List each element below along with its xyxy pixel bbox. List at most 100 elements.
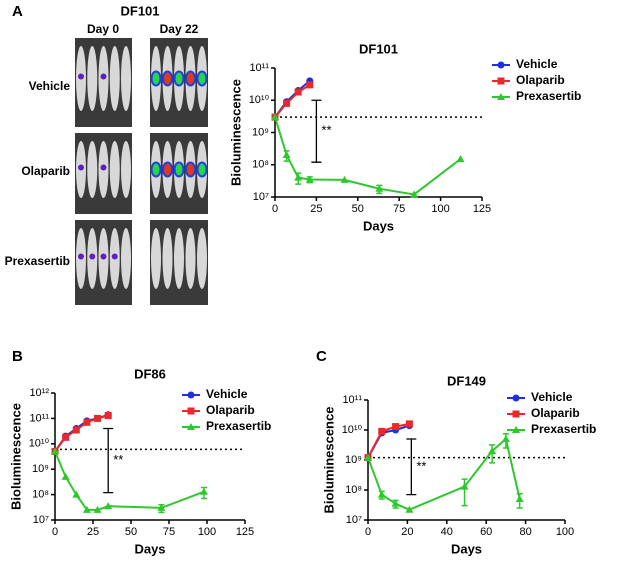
mouse	[197, 228, 207, 289]
signal	[78, 73, 84, 80]
significance-label: **	[416, 458, 426, 473]
marker	[460, 482, 469, 490]
y-tick-label: 10¹⁰	[342, 424, 363, 436]
panel-label: A	[12, 3, 23, 20]
imaging-row: Olaparib	[21, 164, 70, 178]
y-tick-label: 10⁷	[253, 191, 269, 203]
marker	[340, 175, 349, 183]
marker	[377, 490, 386, 498]
legend-label: Vehicle	[516, 57, 558, 71]
x-tick-label: 25	[310, 203, 322, 215]
marker	[294, 88, 302, 96]
signal	[196, 70, 208, 87]
x-tick-label: 125	[236, 526, 254, 538]
marker	[392, 423, 400, 431]
x-tick-label: 40	[441, 526, 453, 538]
y-tick-label: 10⁷	[33, 514, 49, 526]
imaging-title: DF101	[120, 3, 159, 18]
mouse	[109, 141, 120, 198]
x-tick-label: 0	[365, 526, 371, 538]
marker	[83, 418, 91, 426]
legend-label: Prexasertib	[531, 422, 596, 436]
marker	[61, 472, 70, 480]
panel-label: C	[316, 348, 327, 365]
mouse	[121, 46, 131, 111]
y-tick-label: 10⁸	[345, 484, 362, 496]
legend-marker	[512, 410, 520, 418]
x-tick-label: 100	[198, 526, 216, 538]
signal	[89, 253, 96, 260]
series-line	[367, 437, 521, 511]
legend-label: Olaparib	[516, 73, 565, 87]
marker	[72, 490, 81, 498]
y-axis-label: Bioluminescence	[228, 79, 243, 186]
imaging-row: Prexasertib	[5, 254, 70, 268]
legend-label: Vehicle	[206, 387, 248, 401]
legend-label: Prexasertib	[206, 419, 271, 433]
marker	[104, 412, 112, 420]
chart-title: DF149	[447, 373, 486, 388]
x-axis-label: Days	[451, 541, 482, 556]
series-line	[367, 422, 410, 459]
chart-title: DF86	[134, 366, 166, 381]
marker	[62, 433, 70, 441]
legend-marker	[512, 394, 520, 402]
marker	[364, 453, 372, 461]
mouse	[87, 46, 98, 111]
signal	[196, 161, 208, 178]
mouse	[162, 228, 173, 289]
signal	[173, 70, 185, 87]
marker	[283, 99, 291, 107]
legend-marker	[187, 391, 195, 399]
marker	[51, 447, 59, 455]
signal	[78, 253, 84, 260]
marker	[157, 503, 166, 511]
mouse	[121, 141, 131, 198]
x-tick-label: 60	[480, 526, 492, 538]
marker	[94, 414, 102, 422]
signal	[185, 70, 196, 87]
y-tick-label: 10¹²	[29, 387, 49, 399]
x-tick-label: 0	[272, 203, 278, 215]
imaging-row: Vehicle	[29, 79, 71, 93]
y-axis-label: Bioluminescence	[8, 403, 23, 510]
marker	[405, 505, 414, 513]
marker	[305, 175, 314, 183]
marker	[391, 499, 400, 507]
legend-label: Prexasertib	[516, 89, 581, 103]
marker	[294, 173, 303, 181]
x-tick-label: 50	[125, 526, 137, 538]
legend-marker	[187, 407, 195, 415]
signal	[78, 164, 84, 171]
marker	[405, 420, 413, 428]
marker	[271, 113, 279, 121]
legend-label: Vehicle	[531, 390, 573, 404]
series-line	[54, 451, 205, 511]
signal	[150, 161, 162, 178]
signal	[162, 161, 173, 178]
signal	[150, 70, 162, 87]
x-tick-label: 20	[401, 526, 413, 538]
chart-title: DF101	[359, 41, 398, 56]
legend-marker	[497, 61, 505, 69]
signal	[185, 161, 196, 178]
series-line	[274, 116, 462, 196]
significance-bracket	[406, 438, 417, 496]
marker	[515, 495, 524, 503]
marker	[104, 502, 113, 510]
marker	[306, 81, 314, 89]
y-tick-label: 10¹¹	[29, 412, 49, 424]
y-tick-label: 10¹¹	[249, 62, 269, 74]
x-tick-label: 80	[519, 526, 531, 538]
y-tick-label: 10¹¹	[342, 394, 362, 406]
marker	[501, 435, 510, 443]
mouse	[174, 228, 184, 289]
significance-bracket	[103, 427, 114, 494]
marker	[93, 505, 102, 513]
y-tick-label: 10⁷	[346, 514, 362, 526]
marker	[375, 184, 384, 192]
y-tick-label: 10¹⁰	[29, 438, 50, 450]
marker	[410, 190, 419, 198]
y-tick-label: 10¹⁰	[249, 94, 270, 106]
